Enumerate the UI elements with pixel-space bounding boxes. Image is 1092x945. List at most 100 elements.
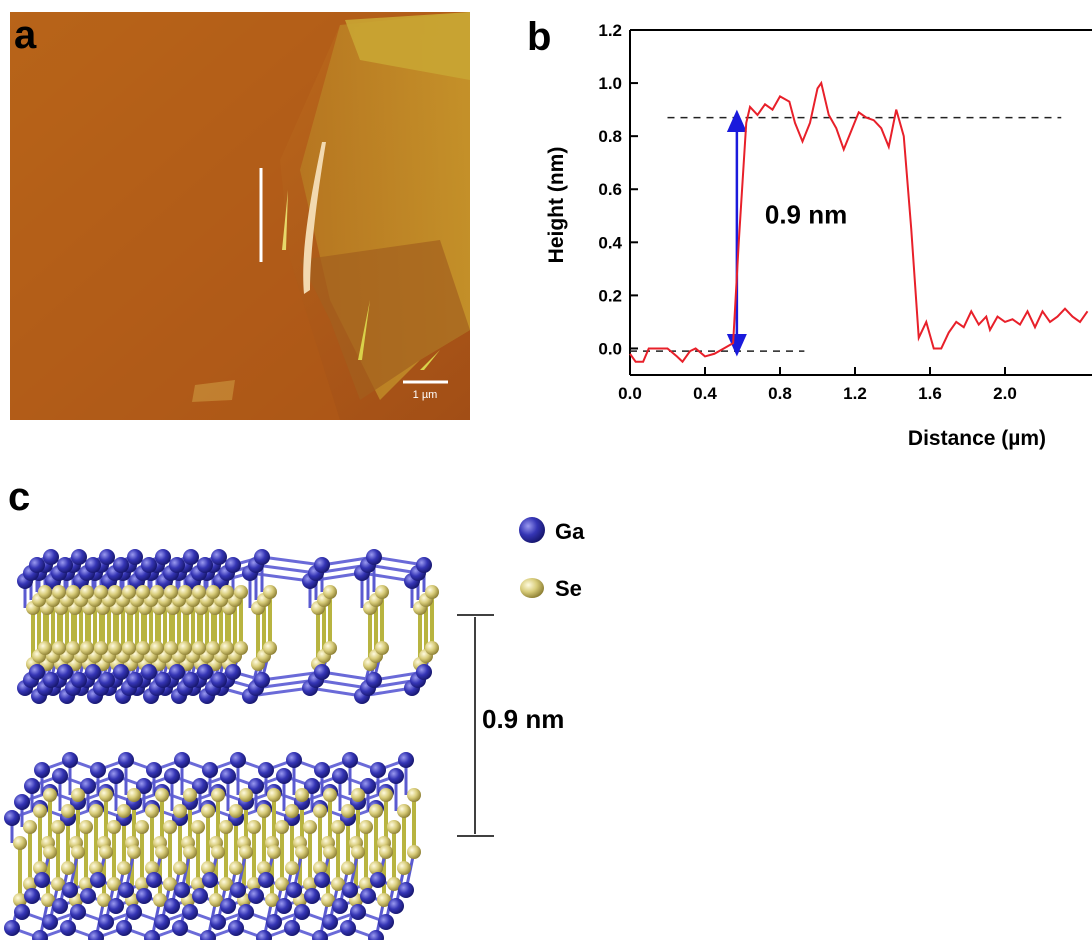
se-atom: [220, 585, 234, 599]
se-atom: [38, 641, 52, 655]
se-atom: [51, 877, 65, 891]
se-atom: [150, 641, 164, 655]
ga-atom: [350, 904, 366, 920]
se-atom: [425, 585, 439, 599]
ga-atom: [70, 904, 86, 920]
se-atom: [313, 804, 327, 818]
ga-atom: [99, 549, 115, 565]
se-atom: [239, 788, 253, 802]
se-atom: [33, 804, 47, 818]
se-atom: [145, 861, 159, 875]
se-atom: [80, 585, 94, 599]
y-tick-label: 1.0: [598, 74, 622, 93]
se-atom: [145, 804, 159, 818]
se-atom: [66, 641, 80, 655]
se-atom: [107, 877, 121, 891]
ga-atom: [284, 920, 300, 936]
ga-atom: [225, 664, 241, 680]
se-atom: [267, 845, 281, 859]
ga-atom: [322, 914, 338, 930]
ga-atom: [164, 768, 180, 784]
se-atom: [323, 585, 337, 599]
ga-atom: [127, 549, 143, 565]
se-atom: [97, 893, 111, 907]
se-atom: [267, 788, 281, 802]
se-atom: [38, 585, 52, 599]
x-tick-label: 1.2: [843, 384, 867, 403]
se-atom: [257, 861, 271, 875]
ga-atom: [43, 672, 59, 688]
se-atom: [107, 820, 121, 834]
ga-atom: [34, 872, 50, 888]
se-atom: [163, 820, 177, 834]
ga-atom: [108, 768, 124, 784]
ga-atom: [276, 898, 292, 914]
se-atom: [122, 585, 136, 599]
ga-atom: [304, 778, 320, 794]
ga-atom: [368, 930, 384, 945]
ga-atom: [154, 914, 170, 930]
se-atom: [135, 877, 149, 891]
bond: [321, 670, 375, 682]
se-atom: [155, 845, 169, 859]
se-atom: [220, 641, 234, 655]
ga-atom: [183, 672, 199, 688]
se-atom: [321, 893, 335, 907]
se-atom: [247, 877, 261, 891]
se-atom: [219, 820, 233, 834]
ga-atom: [42, 914, 58, 930]
se-atom: [234, 585, 248, 599]
ga-atom: [202, 872, 218, 888]
ga-atom: [90, 872, 106, 888]
se-atom: [191, 877, 205, 891]
se-atom: [239, 845, 253, 859]
se-atom: [397, 861, 411, 875]
ga-atom: [342, 752, 358, 768]
ga-atom: [286, 752, 302, 768]
ga-atom: [211, 549, 227, 565]
x-tick-label: 0.0: [618, 384, 642, 403]
ga-atom: [197, 557, 213, 573]
se-atom: [425, 641, 439, 655]
ga-atom: [60, 920, 76, 936]
ga-atom: [388, 898, 404, 914]
afm-image: 1 µm: [10, 12, 470, 420]
ga-atom: [155, 549, 171, 565]
spacing-bracket: [457, 614, 494, 837]
ga-atom: [314, 557, 330, 573]
panel-label: b: [527, 15, 551, 59]
se-atom: [183, 845, 197, 859]
ga-atom: [113, 664, 129, 680]
se-atom: [89, 804, 103, 818]
ga-atom: [210, 914, 226, 930]
y-tick-label: 0.2: [598, 286, 622, 305]
se-atom: [178, 585, 192, 599]
ga-atom: [258, 762, 274, 778]
bond: [249, 571, 311, 583]
se-atom: [33, 861, 47, 875]
ga-atom: [366, 549, 382, 565]
ga-atom: [202, 762, 218, 778]
ga-atom: [164, 898, 180, 914]
y-axis-title: Height (nm): [545, 147, 568, 264]
ga-atom: [304, 888, 320, 904]
x-tick-label: 0.4: [693, 384, 717, 403]
ga-atom: [169, 557, 185, 573]
ga-atom: [230, 882, 246, 898]
ga-atom: [14, 904, 30, 920]
x-tick-label: 2.0: [993, 384, 1017, 403]
legend-ga-marker: [519, 517, 545, 543]
ga-atom: [169, 664, 185, 680]
ga-atom: [360, 778, 376, 794]
ga-atom: [294, 904, 310, 920]
ga-atom: [99, 672, 115, 688]
legend-label: Ga: [555, 519, 585, 544]
ga-atom: [57, 664, 73, 680]
se-atom: [407, 845, 421, 859]
se-atom: [375, 585, 389, 599]
ga-atom: [416, 557, 432, 573]
crystal-structure: [4, 549, 439, 945]
se-atom: [341, 804, 355, 818]
ga-atom: [29, 557, 45, 573]
